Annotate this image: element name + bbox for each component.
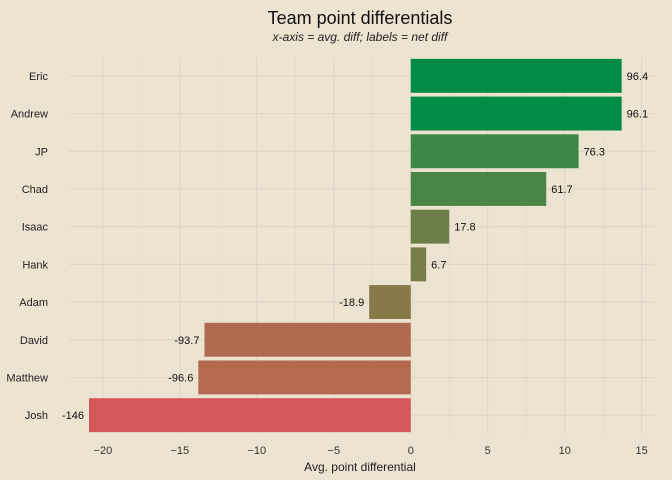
data-labels: 96.4 96.1 76.3 61.7 17.8 6.7 -18.9 -93.7 -96.6 -1…: [62, 71, 648, 422]
bar-josh: [89, 398, 411, 433]
chart-subtitle: x-axis = avg. diff; labels = net diff: [272, 30, 449, 44]
data-label: 76.3: [584, 146, 605, 158]
bar-jp: [410, 134, 579, 169]
x-tick-label: −20: [94, 445, 113, 457]
x-axis-ticks: −20 −15 −10 −5 0 5 10 15: [94, 445, 648, 457]
bar-chad: [410, 171, 547, 206]
data-label: 6.7: [431, 259, 446, 271]
x-tick-label: 0: [408, 445, 414, 457]
data-label: -18.9: [339, 297, 364, 309]
category-label: David: [20, 335, 48, 347]
data-label: -93.7: [174, 335, 199, 347]
bars: [89, 58, 622, 433]
data-label: -96.6: [168, 372, 193, 384]
data-label: 17.8: [454, 222, 475, 234]
category-label: Matthew: [6, 372, 48, 384]
category-label: JP: [35, 146, 48, 158]
x-axis-label: Avg. point differential: [304, 460, 416, 474]
bar-isaac: [410, 209, 450, 244]
chart-title: Team point differentials: [268, 8, 453, 28]
category-label: Hank: [22, 259, 48, 271]
x-tick-label: −5: [328, 445, 341, 457]
category-label: Adam: [19, 297, 48, 309]
data-label: 96.4: [627, 71, 648, 83]
bar-eric: [410, 58, 622, 93]
category-label: Isaac: [22, 222, 49, 234]
data-label: -146: [62, 410, 84, 422]
category-label: Chad: [22, 184, 48, 196]
bar-hank: [410, 247, 427, 282]
category-label: Andrew: [11, 109, 48, 121]
bar-andrew: [410, 96, 622, 131]
x-tick-label: −15: [171, 445, 190, 457]
bar-matthew: [198, 360, 411, 395]
bar-david: [204, 322, 411, 357]
x-tick-label: 10: [559, 445, 571, 457]
category-label: Eric: [29, 71, 48, 83]
x-tick-label: 5: [485, 445, 491, 457]
data-label: 61.7: [551, 184, 572, 196]
bar-adam: [369, 285, 411, 320]
category-label: Josh: [25, 410, 48, 422]
x-tick-label: −10: [247, 445, 266, 457]
category-labels: Eric Andrew JP Chad Isaac Hank Adam David Matthe…: [6, 71, 48, 422]
x-tick-label: 15: [636, 445, 648, 457]
data-label: 96.1: [627, 109, 648, 121]
